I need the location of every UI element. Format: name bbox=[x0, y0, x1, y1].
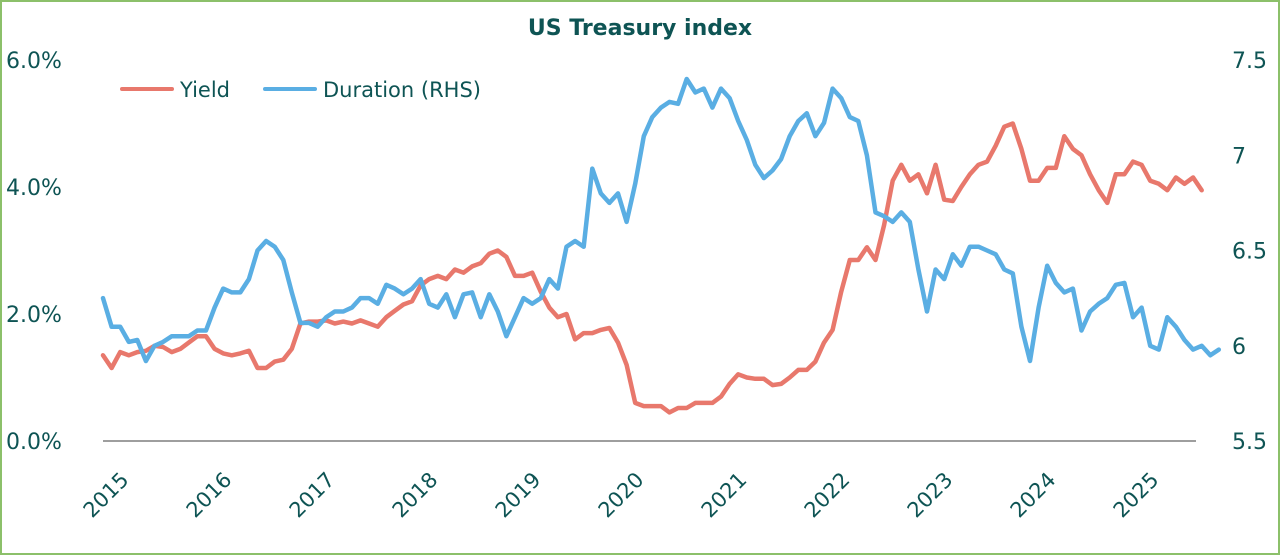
x-tick-label: 2023 bbox=[903, 468, 958, 523]
x-tick-label: 2018 bbox=[388, 468, 443, 523]
x-tick-label: 2024 bbox=[1006, 468, 1061, 523]
legend: Yield Duration (RHS) bbox=[120, 78, 481, 102]
y-right-tick-label: 5.5 bbox=[1232, 430, 1267, 455]
x-tick-label: 2015 bbox=[79, 468, 134, 523]
legend-label-duration: Duration (RHS) bbox=[323, 78, 481, 102]
x-tick-label: 2017 bbox=[285, 468, 340, 523]
y-right-tick-label: 7.5 bbox=[1232, 49, 1267, 74]
series-group bbox=[100, 76, 1222, 415]
series-line-yield bbox=[100, 121, 1204, 415]
y-right-tick-label: 6 bbox=[1232, 335, 1246, 360]
chart-title: US Treasury index bbox=[528, 16, 752, 41]
series-line-duration bbox=[100, 76, 1222, 364]
y-right-tick-label: 6.5 bbox=[1232, 240, 1267, 265]
y-axis-left: 0.0% 2.0% 4.0% 6.0% bbox=[6, 49, 62, 455]
y-left-tick-label: 0.0% bbox=[6, 430, 62, 455]
legend-label-yield: Yield bbox=[179, 78, 230, 102]
x-tick-label: 2021 bbox=[697, 468, 752, 523]
y-left-tick-label: 2.0% bbox=[6, 303, 62, 328]
x-tick-label: 2025 bbox=[1109, 468, 1164, 523]
x-tick-label: 2022 bbox=[800, 468, 855, 523]
y-axis-right: 5.5 6 6.5 7 7.5 bbox=[1232, 49, 1267, 455]
y-left-tick-label: 6.0% bbox=[6, 49, 62, 74]
x-tick-label: 2020 bbox=[594, 468, 649, 523]
x-axis: 2015 2016 2017 2018 2019 2020 2021 2022 2023 2024… bbox=[79, 468, 1164, 523]
x-tick-label: 2016 bbox=[182, 468, 237, 523]
x-tick-label: 2019 bbox=[491, 468, 546, 523]
y-right-tick-label: 7 bbox=[1232, 144, 1246, 169]
y-left-tick-label: 4.0% bbox=[6, 176, 62, 201]
